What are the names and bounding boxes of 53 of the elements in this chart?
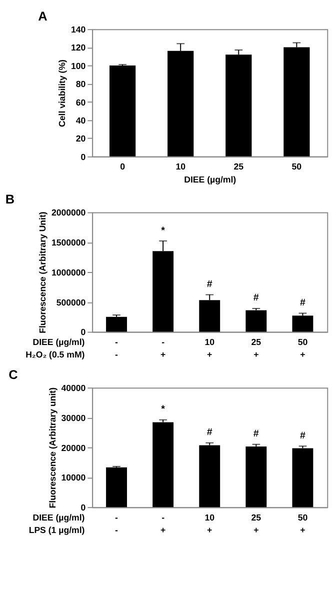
x-tick-label: 25 + [251, 336, 262, 360]
y-tick-label: 0 [80, 502, 86, 513]
x-tick-label: 10 + [204, 336, 215, 360]
bar [106, 467, 127, 508]
x-tick-label: 10 [176, 162, 186, 172]
y-tick-label: 40000 [61, 383, 86, 394]
x-tick-label: 50 + [298, 512, 308, 536]
y-axis-title: Cell viability (%) [57, 59, 68, 127]
y-tick-label: 1500000 [51, 238, 86, 248]
annotation: # [253, 292, 260, 304]
y-tick-label: 500000 [56, 297, 86, 308]
x-tick-label: 25 [234, 162, 244, 172]
bar [226, 54, 252, 156]
chart-title: A [38, 8, 48, 24]
bar [284, 47, 310, 156]
y-tick-label: 120 [71, 42, 86, 53]
x-tick-label: - - [115, 336, 118, 360]
y-axis-title: Fluorescence (Arbitrary unit) [47, 387, 58, 508]
y-tick-label: 60 [76, 97, 86, 108]
y-tick-label: 0 [80, 152, 86, 162]
x-tick-label: 50 [292, 162, 302, 172]
annotation: * [161, 404, 166, 416]
y-tick-label: 2000000 [51, 208, 86, 218]
y-tick-label: 100 [71, 60, 86, 71]
bar [109, 65, 136, 156]
y-tick-label: 140 [71, 24, 86, 35]
y-tick-label: 1000000 [51, 267, 86, 278]
x-tick-label: - + [160, 512, 166, 536]
x-tick-label: - + [160, 336, 166, 360]
annotation: # [206, 427, 213, 438]
x-tick-label: 25 + [251, 512, 262, 536]
x-axis-title: DIEE (µg/ml) LPS (1 µg/ml) [28, 512, 85, 536]
x-axis-title: DIEE (µg/ml) H₂O₂ (0.5 mM) [26, 336, 85, 360]
annotation: # [253, 428, 260, 440]
y-tick-label: 30000 [61, 412, 86, 423]
y-tick-label: 20000 [61, 442, 86, 453]
y-tick-label: 20 [76, 134, 86, 144]
x-tick-label: 10 + [204, 512, 215, 536]
y-axis-title: Fluorescence (Arbitrary Unit) [38, 212, 48, 334]
y-tick-label: 40 [76, 115, 86, 126]
annotation: # [300, 297, 306, 308]
x-tick-label: - - [115, 512, 118, 536]
x-tick-label: 0 [120, 162, 126, 172]
y-tick-label: 80 [76, 79, 86, 90]
x-tick-label: 50 + [298, 336, 308, 360]
annotation: # [300, 430, 306, 442]
annotation: # [206, 278, 213, 290]
chart-title: B [5, 191, 15, 206]
y-tick-label: 10000 [61, 472, 86, 483]
y-tick-label: 0 [80, 327, 86, 338]
x-axis-title: DIEE (µg/ml) [184, 174, 236, 184]
chart-title: C [8, 366, 18, 382]
annotation: * [161, 226, 166, 237]
